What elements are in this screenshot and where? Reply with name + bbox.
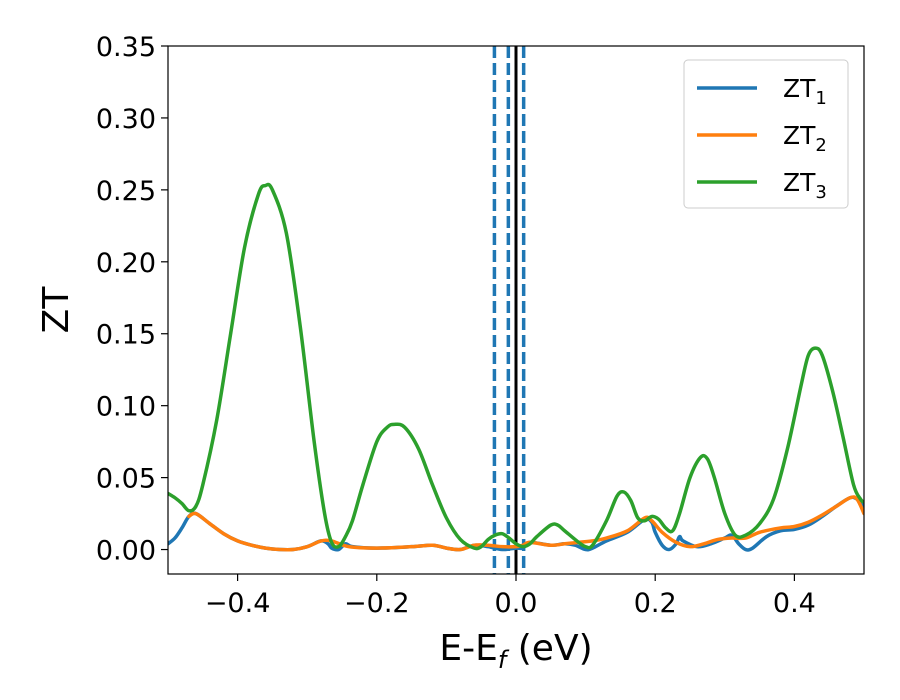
legend-label-zt1: ZT1 — [783, 74, 827, 109]
legend: ZT1 ZT2 ZT3 — [683, 59, 849, 209]
x-axis-label-main: E-E — [439, 628, 497, 669]
y-tick-label: 0.15 — [96, 320, 156, 351]
reference-lines — [492, 46, 526, 574]
legend-box — [683, 59, 849, 209]
x-axis-label-unit: (eV) — [506, 628, 592, 669]
x-axis: −0.4 −0.2 0.0 0.2 0.4 — [205, 574, 816, 619]
y-tick-label: 0.00 — [96, 536, 156, 567]
series-layer — [168, 182, 864, 552]
y-tick-label: 0.05 — [96, 464, 156, 495]
x-tick-label: −0.4 — [205, 588, 271, 619]
y-tick-label: 0.10 — [96, 392, 156, 423]
y-tick-label: 0.25 — [96, 176, 156, 207]
series-line-zt2 — [187, 495, 864, 552]
legend-label-zt3: ZT3 — [783, 168, 827, 203]
x-tick-label: 0.2 — [634, 588, 677, 619]
x-tick-label: 0.4 — [773, 588, 816, 619]
y-axis: 0.00 0.05 0.10 0.15 0.20 0.25 0.30 0.35 — [96, 32, 168, 567]
legend-label-zt2: ZT2 — [783, 121, 827, 156]
y-tick-label: 0.30 — [96, 104, 156, 135]
x-tick-label: 0.0 — [495, 588, 538, 619]
series-line-zt3 — [168, 182, 864, 551]
x-axis-label: E-Ef (eV) — [439, 628, 592, 674]
y-tick-label: 0.35 — [96, 32, 156, 63]
legend-entries: ZT1 ZT2 ZT3 — [697, 74, 827, 203]
x-tick-label: −0.2 — [344, 588, 410, 619]
y-axis-label: ZT — [36, 286, 77, 334]
y-tick-label: 0.20 — [96, 248, 156, 279]
